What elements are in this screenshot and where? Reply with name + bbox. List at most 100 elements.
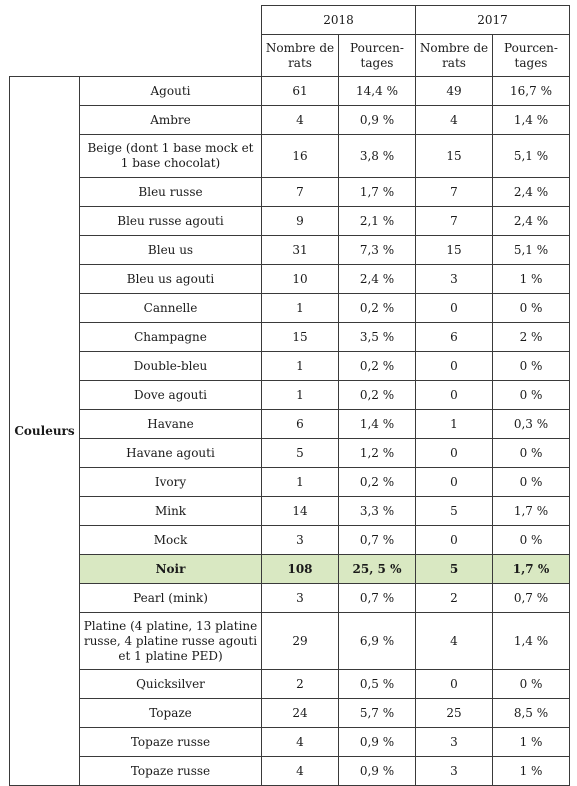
count-2017-cell: 0 (415, 669, 493, 699)
pct-2017-cell: 16,7 % (492, 76, 570, 106)
color-name-cell: Agouti (79, 76, 262, 106)
pct-2018-cell: 1,2 % (338, 438, 416, 468)
pct-2017-cell: 0 % (492, 467, 570, 497)
table-row: Topaze russe 4 0,9 % 3 1 % (10, 756, 570, 786)
count-2018-cell: 1 (261, 351, 339, 381)
count-2017-cell: 0 (415, 293, 493, 323)
color-name-cell: Mock (79, 525, 262, 555)
color-name-cell: Double-bleu (79, 351, 262, 381)
color-name-cell: Cannelle (79, 293, 262, 323)
color-name-cell: Bleu us agouti (79, 264, 262, 294)
table-row: Couleurs Agouti 61 14,4 % 49 16,7 % (9, 76, 570, 786)
count-2017-cell: 15 (415, 235, 493, 265)
count-2018-cell: 29 (261, 612, 339, 670)
count-2017-cell: 3 (415, 264, 493, 294)
pct-2017-cell: 2 % (492, 322, 570, 352)
table-row: Ambre 4 0,9 % 4 1,4 % (10, 105, 570, 135)
count-2018-cell: 16 (261, 134, 339, 178)
pct-2018-cell: 1,7 % (338, 177, 416, 207)
pct-2017-cell: 2,4 % (492, 206, 570, 236)
category-label: Couleurs (9, 76, 80, 786)
pct-2018-cell: 3,3 % (338, 496, 416, 526)
count-2018-cell: 3 (261, 525, 339, 555)
pct-2018-cell: 7,3 % (338, 235, 416, 265)
table-row: Bleu russe 7 1,7 % 7 2,4 % (10, 177, 570, 207)
table-row: Bleu us 31 7,3 % 15 5,1 % (10, 235, 570, 265)
count-2018-cell: 4 (261, 756, 339, 786)
pct-2018-cell: 0,2 % (338, 380, 416, 410)
table-row: Topaze russe 4 0,9 % 3 1 % (10, 727, 570, 757)
pct-2017-cell: 2,4 % (492, 177, 570, 207)
pct-2018-cell: 25, 5 % (338, 554, 416, 584)
pct-2018-cell: 0,5 % (338, 669, 416, 699)
table-row: Mock 3 0,7 % 0 0 % (10, 525, 570, 555)
table-row: Cannelle 1 0,2 % 0 0 % (10, 293, 570, 323)
pct-2017-cell: 0 % (492, 525, 570, 555)
count-2018-cell: 1 (261, 380, 339, 410)
count-2018-cell: 4 (261, 105, 339, 135)
header-pct-2018: Pourcen-tages (338, 34, 416, 77)
count-2018-cell: 5 (261, 438, 339, 468)
count-2017-cell: 0 (415, 380, 493, 410)
pct-2018-cell: 1,4 % (338, 409, 416, 439)
color-name-cell: Mink (79, 496, 262, 526)
pct-2017-cell: 1,4 % (492, 105, 570, 135)
color-name-cell: Beige (dont 1 base mock et 1 base chocol… (79, 134, 262, 178)
color-name-cell: Topaze (79, 698, 262, 728)
pct-2017-cell: 0 % (492, 351, 570, 381)
count-2017-cell: 7 (415, 206, 493, 236)
color-name-cell: Bleu russe agouti (79, 206, 262, 236)
pct-2017-cell: 0,3 % (492, 409, 570, 439)
table-row: Pearl (mink) 3 0,7 % 2 0,7 % (10, 583, 570, 613)
table-row: Champagne 15 3,5 % 6 2 % (10, 322, 570, 352)
pct-2017-cell: 1 % (492, 264, 570, 294)
table-row: Mink 14 3,3 % 5 1,7 % (10, 496, 570, 526)
pct-2018-cell: 0,9 % (338, 105, 416, 135)
color-name-cell: Bleu us (79, 235, 262, 265)
color-statistics-table: 2018 2017 Nombre de rats Pourcen-tages N… (9, 5, 570, 786)
color-name-cell: Topaze russe (79, 756, 262, 786)
table-row: Beige (dont 1 base mock et 1 base chocol… (10, 134, 570, 178)
pct-2017-cell: 8,5 % (492, 698, 570, 728)
header-count-2018: Nombre de rats (261, 34, 339, 77)
header-year-2017: 2017 (415, 5, 570, 35)
count-2018-cell: 4 (261, 727, 339, 757)
color-name-cell: Havane agouti (79, 438, 262, 468)
pct-2017-cell: 1 % (492, 727, 570, 757)
count-2017-cell: 15 (415, 134, 493, 178)
pct-2017-cell: 0 % (492, 293, 570, 323)
count-2017-cell: 3 (415, 756, 493, 786)
count-2017-cell: 4 (415, 105, 493, 135)
count-2018-cell: 15 (261, 322, 339, 352)
count-2017-cell: 3 (415, 727, 493, 757)
count-2017-cell: 5 (415, 496, 493, 526)
count-2018-cell: 108 (261, 554, 339, 584)
count-2017-cell: 4 (415, 612, 493, 670)
count-2017-cell: 1 (415, 409, 493, 439)
table-row: Havane 6 1,4 % 1 0,3 % (10, 409, 570, 439)
color-name-cell: Bleu russe (79, 177, 262, 207)
color-name-cell: Quicksilver (79, 669, 262, 699)
count-2017-cell: 0 (415, 438, 493, 468)
header-pct-2017: Pourcen-tages (492, 34, 570, 77)
count-2018-cell: 7 (261, 177, 339, 207)
count-2018-cell: 24 (261, 698, 339, 728)
color-name-cell: Noir (79, 554, 262, 584)
pct-2018-cell: 0,9 % (338, 756, 416, 786)
count-2018-cell: 14 (261, 496, 339, 526)
table-row: Havane agouti 5 1,2 % 0 0 % (10, 438, 570, 468)
pct-2017-cell: 0 % (492, 438, 570, 468)
pct-2017-cell: 1 % (492, 756, 570, 786)
pct-2018-cell: 6,9 % (338, 612, 416, 670)
count-2017-cell: 5 (415, 554, 493, 584)
pct-2018-cell: 0,7 % (338, 525, 416, 555)
color-name-cell: Champagne (79, 322, 262, 352)
color-name-cell: Pearl (mink) (79, 583, 262, 613)
header-year-2018: 2018 (261, 5, 416, 35)
count-2017-cell: 49 (415, 76, 493, 106)
pct-2018-cell: 0,2 % (338, 467, 416, 497)
count-2017-cell: 7 (415, 177, 493, 207)
pct-2017-cell: 0,7 % (492, 583, 570, 613)
table-row: Platine (4 platine, 13 platine russe, 4 … (10, 612, 570, 670)
count-2017-cell: 0 (415, 351, 493, 381)
